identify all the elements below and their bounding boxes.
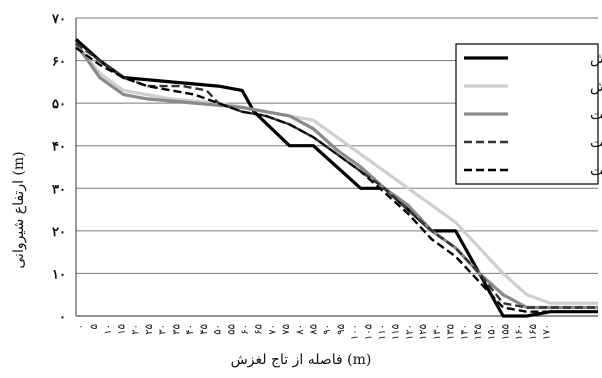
series-line-2 bbox=[74, 42, 598, 305]
x-tick-label: ۱۳۰ bbox=[432, 324, 443, 340]
y-tick-label: ۱۰ bbox=[52, 267, 66, 282]
x-tick-label: ۱۷۰ bbox=[542, 324, 553, 340]
legend-label: ۳حالت bbox=[590, 107, 602, 123]
y-tick-label: ۶۰ bbox=[52, 55, 66, 70]
x-tick-label: ۹۵ bbox=[336, 324, 347, 335]
x-tick-label: ۸۰ bbox=[295, 324, 306, 335]
x-tick-label: ۵۵ bbox=[226, 324, 237, 335]
x-tick-label: ۳۵ bbox=[171, 324, 182, 335]
x-tick-label: ۱۵ bbox=[117, 324, 128, 335]
y-tick-labels: ۰ ۱۰ ۲۰ ۳۰ ۴۰ ۵۰ ۶۰ ۷۰ bbox=[51, 12, 66, 325]
x-tick-label: ۶۰ bbox=[240, 324, 251, 335]
x-tick-label: ۵۰ bbox=[213, 324, 224, 335]
grid-lines bbox=[76, 17, 598, 274]
x-tick-label: ۱۵۰ bbox=[487, 324, 498, 340]
x-tick-label: ۰ bbox=[76, 324, 87, 329]
y-tick-label: ۷۰ bbox=[51, 12, 66, 27]
y-axis-title: ارتفاع شیروانی (m) bbox=[11, 151, 27, 269]
x-tick-label: ۳۰ bbox=[158, 324, 169, 335]
legend: پیش از لغزش پس از لغزش ۳حالت ۲حالت ۱حالت bbox=[455, 43, 602, 185]
x-tick-label: ۸۵ bbox=[309, 324, 320, 335]
y-tick-label: ۴۰ bbox=[52, 140, 66, 155]
x-tick-label: ۲۵ bbox=[144, 324, 155, 335]
x-tick-label: ۱۳۵ bbox=[446, 324, 457, 340]
y-tick-label: ۳۰ bbox=[52, 182, 66, 197]
x-tick-label: ۱۶۰ bbox=[514, 324, 525, 340]
series-line-5 bbox=[75, 46, 598, 313]
x-tick-label: ۱۱۵ bbox=[391, 324, 402, 340]
series-lines bbox=[74, 38, 598, 318]
x-tick-label: ۱۲۵ bbox=[418, 324, 429, 340]
x-tick-label: ۱۵۵ bbox=[500, 324, 511, 340]
x-tick-label: ۹۰ bbox=[322, 324, 333, 335]
x-tick-label: ۲۰ bbox=[130, 324, 141, 335]
x-tick-label: ۱۴۵ bbox=[473, 324, 484, 340]
x-tick-label: ۴۰ bbox=[185, 324, 196, 335]
y-tick-label: ۰ bbox=[59, 310, 66, 325]
x-tick-label: ۱۴۰ bbox=[459, 324, 470, 340]
series-line-1 bbox=[74, 38, 598, 318]
x-tick-label: ۱۰۰ bbox=[350, 324, 361, 340]
x-tick-label: ۷۰ bbox=[267, 324, 278, 335]
legend-label: ۱حالت bbox=[590, 163, 602, 179]
x-tick-label: ۴۵ bbox=[199, 324, 210, 335]
x-tick-label: ۱۰۵ bbox=[363, 324, 374, 340]
y-tick-label: ۵۰ bbox=[52, 97, 66, 112]
y-axis-title-box: ارتفاع شیروانی (m) bbox=[6, 130, 32, 290]
x-tick-label: ۱۱۰ bbox=[377, 324, 388, 340]
x-tick-label: ۱۰ bbox=[103, 324, 114, 335]
legend-label: پس از لغزش bbox=[590, 79, 602, 95]
x-tick-label: ۱۶۵ bbox=[528, 324, 539, 340]
series-line-3 bbox=[74, 42, 598, 310]
y-tick-label: ۲۰ bbox=[52, 225, 66, 240]
x-tick-label: ۵ bbox=[89, 324, 100, 329]
legend-label: پیش از لغزش bbox=[590, 51, 602, 67]
legend-label: ۲حالت bbox=[590, 135, 602, 151]
x-tick-label: ۱۲۰ bbox=[404, 324, 415, 340]
x-tick-label: ۶۵ bbox=[254, 324, 265, 335]
x-tick-labels: ۰ ۵ ۱۰ ۱۵ ۲۰ ۲۵ ۳۰ ۳۵ ۴۰ ۴۵ ۵۰ ۵۵ ۶۰ ۶۵ ۷۰ ۷۵ ۸۰ ۸۵ ۹۰ ۹۵ ۱۰… bbox=[76, 324, 553, 340]
x-axis-title: فاصله از تاج لغزش (m) bbox=[230, 352, 372, 368]
x-tick-label: ۷۵ bbox=[281, 324, 292, 335]
